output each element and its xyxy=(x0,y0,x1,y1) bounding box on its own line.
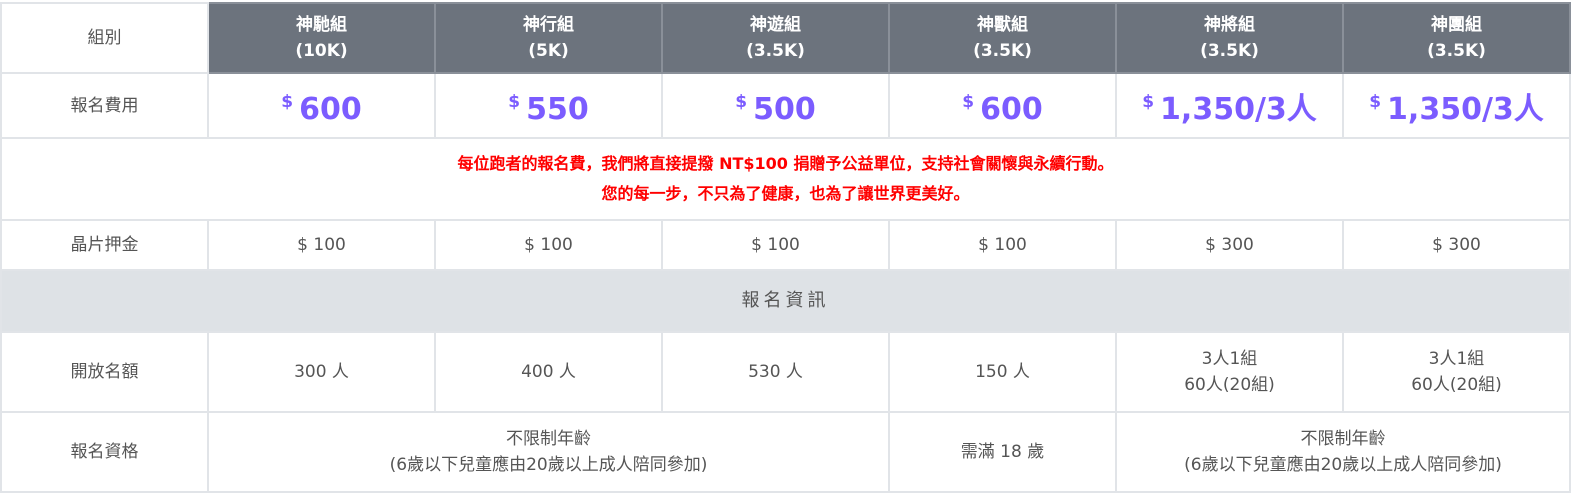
group-distance: (3.5K) xyxy=(1200,41,1259,61)
quota-line-1: 3人1組 xyxy=(1201,349,1258,369)
fee-cell: $550 xyxy=(434,72,663,139)
section-title: 報名資訊 xyxy=(0,269,1571,333)
currency-symbol: $ xyxy=(1142,91,1155,112)
quota-row: 開放名額 300 人 400 人 530 人 150 人 3人1組 60人(20組… xyxy=(0,331,1571,413)
eligibility-cell-left: 不限制年齡 (6歲以下兒童應由20歲以上成人陪同參加) xyxy=(207,411,890,493)
group-header-cell: 神團組 (3.5K) xyxy=(1342,2,1571,74)
fee-value: 1,350/3人 xyxy=(1387,91,1544,127)
quota-line-1: 400 人 xyxy=(521,362,576,382)
row-label-eligibility: 報名資格 xyxy=(0,411,209,493)
group-name: 神團組 xyxy=(1431,15,1482,35)
group-name: 神行組 xyxy=(523,15,574,35)
row-label-group: 組別 xyxy=(0,2,209,74)
donation-notice-row: 每位跑者的報名費，我們將直接提撥 NT$100 捐贈予公益單位，支持社會關懷與永… xyxy=(0,137,1571,221)
row-label-quota: 開放名額 xyxy=(0,331,209,413)
group-distance: (5K) xyxy=(528,41,569,61)
deposit-cell: $ 100 xyxy=(434,219,663,271)
currency-symbol: $ xyxy=(735,91,748,112)
fee-cell: $500 xyxy=(661,72,890,139)
quota-cell: 300 人 xyxy=(207,331,436,413)
group-name: 神遊組 xyxy=(750,15,801,35)
group-name: 神獸組 xyxy=(977,15,1028,35)
registration-table: 組別 神馳組 (10K) 神行組 (5K) 神遊組 (3.5K) 神獸組 (3.5K) … xyxy=(0,2,1571,493)
quota-line-1: 3人1組 xyxy=(1428,349,1485,369)
eligibility-cell-right: 不限制年齡 (6歲以下兒童應由20歲以上成人陪同參加) xyxy=(1115,411,1571,493)
group-header-cell: 神馳組 (10K) xyxy=(207,2,436,74)
deposit-cell: $ 100 xyxy=(888,219,1117,271)
fee-cell: $1,350/3人 xyxy=(1115,72,1344,139)
currency-symbol: $ xyxy=(508,91,521,112)
group-distance: (3.5K) xyxy=(746,41,805,61)
quota-cell: 530 人 xyxy=(661,331,890,413)
group-distance: (3.5K) xyxy=(1427,41,1486,61)
currency-symbol: $ xyxy=(1369,91,1382,112)
group-header-cell: 神行組 (5K) xyxy=(434,2,663,74)
fee-value: 1,350/3人 xyxy=(1160,91,1317,127)
quota-line-2: 60人(20組) xyxy=(1184,375,1275,395)
fee-cell: $600 xyxy=(888,72,1117,139)
fee-value: 600 xyxy=(299,91,362,127)
fee-row: 報名費用 $600 $550 $500 $600 $1,350/3人 $1,35… xyxy=(0,72,1571,139)
notice-line-2: 您的每一步，不只為了健康，也為了讓世界更美好。 xyxy=(601,184,970,203)
group-distance: (10K) xyxy=(295,41,348,61)
quota-cell: 150 人 xyxy=(888,331,1117,413)
fee-cell: $600 xyxy=(207,72,436,139)
section-row: 報名資訊 xyxy=(0,269,1571,333)
group-distance: (3.5K) xyxy=(973,41,1032,61)
deposit-cell: $ 300 xyxy=(1115,219,1344,271)
quota-line-1: 530 人 xyxy=(748,362,803,382)
group-name: 神馳組 xyxy=(296,15,347,35)
quota-cell: 3人1組 60人(20組) xyxy=(1115,331,1344,413)
eligibility-line-2: (6歲以下兒童應由20歲以上成人陪同參加) xyxy=(389,455,708,475)
deposit-cell: $ 100 xyxy=(207,219,436,271)
group-header-cell: 神獸組 (3.5K) xyxy=(888,2,1117,74)
fee-value: 500 xyxy=(753,91,816,127)
fee-value: 550 xyxy=(526,91,589,127)
currency-symbol: $ xyxy=(962,91,975,112)
quota-line-2: 60人(20組) xyxy=(1411,375,1502,395)
eligibility-line-1: 不限制年齡 xyxy=(1300,429,1386,449)
deposit-cell: $ 100 xyxy=(661,219,890,271)
currency-symbol: $ xyxy=(281,91,294,112)
fee-cell: $1,350/3人 xyxy=(1342,72,1571,139)
donation-notice: 每位跑者的報名費，我們將直接提撥 NT$100 捐贈予公益單位，支持社會關懷與永… xyxy=(0,137,1571,221)
eligibility-cell-middle: 需滿 18 歲 xyxy=(888,411,1117,493)
eligibility-line-2: (6歲以下兒童應由20歲以上成人陪同參加) xyxy=(1184,455,1502,475)
eligibility-line-1: 不限制年齡 xyxy=(506,429,591,449)
group-header-row: 組別 神馳組 (10K) 神行組 (5K) 神遊組 (3.5K) 神獸組 (3.5K) … xyxy=(0,2,1571,74)
eligibility-row: 報名資格 不限制年齡 (6歲以下兒童應由20歲以上成人陪同參加) 需滿 18 歲 … xyxy=(0,411,1571,493)
fee-value: 600 xyxy=(980,91,1043,127)
quota-cell: 3人1組 60人(20組) xyxy=(1342,331,1571,413)
group-header-cell: 神遊組 (3.5K) xyxy=(661,2,890,74)
row-label-deposit: 晶片押金 xyxy=(0,219,209,271)
notice-line-1: 每位跑者的報名費，我們將直接提撥 NT$100 捐贈予公益單位，支持社會關懷與永… xyxy=(457,154,1114,173)
group-name: 神將組 xyxy=(1204,15,1255,35)
quota-line-1: 150 人 xyxy=(975,362,1030,382)
deposit-row: 晶片押金 $ 100 $ 100 $ 100 $ 100 $ 300 $ 300 xyxy=(0,219,1571,271)
row-label-fee: 報名費用 xyxy=(0,72,209,139)
quota-line-1: 300 人 xyxy=(294,362,349,382)
deposit-cell: $ 300 xyxy=(1342,219,1571,271)
quota-cell: 400 人 xyxy=(434,331,663,413)
group-header-cell: 神將組 (3.5K) xyxy=(1115,2,1344,74)
